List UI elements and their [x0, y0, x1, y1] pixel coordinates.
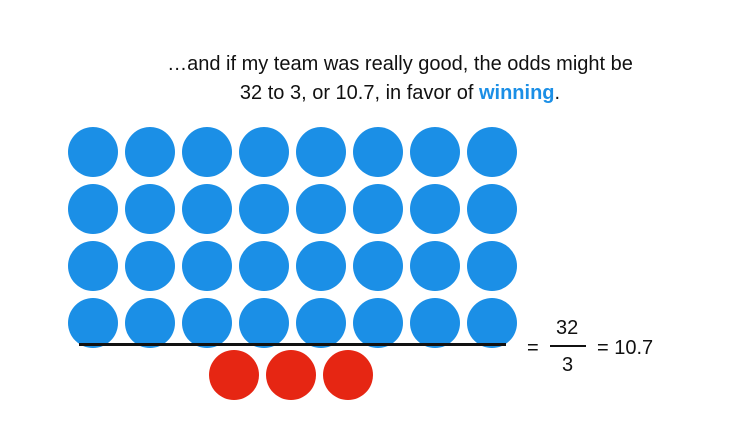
- caption-line-1: …and if my team was really good, the odd…: [167, 53, 633, 75]
- equals-sign: =: [527, 337, 539, 359]
- winning-dot: [182, 127, 232, 177]
- winning-dot: [410, 184, 460, 234]
- equation-result: = 10.7: [597, 337, 654, 359]
- winning-dot: [296, 241, 346, 291]
- winning-dot: [353, 298, 403, 348]
- winning-dot: [296, 184, 346, 234]
- winning-dot: [353, 184, 403, 234]
- fraction-bar: [550, 345, 586, 347]
- winning-dot: [68, 127, 118, 177]
- winning-dot: [353, 241, 403, 291]
- winning-dot: [239, 127, 289, 177]
- caption-line-2-prefix: 32 to 3, or 10.7, in favor of: [239, 82, 479, 104]
- winning-dot: [125, 298, 175, 348]
- fraction-numerator: 32: [556, 317, 579, 339]
- fraction-denominator: 3: [562, 354, 574, 376]
- winning-dot: [353, 127, 403, 177]
- winning-dot: [467, 298, 517, 348]
- winning-dot: [239, 298, 289, 348]
- winning-dot: [125, 241, 175, 291]
- caption-highlight-winning: winning: [478, 82, 555, 104]
- winning-dot: [68, 241, 118, 291]
- winning-dot: [239, 241, 289, 291]
- winning-dot: [410, 298, 460, 348]
- winning-dot: [68, 184, 118, 234]
- caption-line-2-suffix: .: [554, 82, 561, 104]
- losing-dot: [266, 350, 316, 400]
- winning-dot: [182, 241, 232, 291]
- losing-dot: [209, 350, 259, 400]
- winning-dot: [239, 184, 289, 234]
- winning-dot: [125, 184, 175, 234]
- caption-line-2: 32 to 3, or 10.7, in favor of winning.: [0, 79, 738, 108]
- winning-dot: [68, 298, 118, 348]
- winning-dot: [125, 127, 175, 177]
- winning-dot: [467, 127, 517, 177]
- winning-dot: [467, 241, 517, 291]
- winning-dot: [182, 298, 232, 348]
- caption: …and if my team was really good, the odd…: [0, 50, 738, 108]
- winning-dot: [182, 184, 232, 234]
- winning-dot: [410, 127, 460, 177]
- winning-dot: [467, 184, 517, 234]
- winning-dot: [296, 127, 346, 177]
- losing-dot: [323, 350, 373, 400]
- winning-dot: [410, 241, 460, 291]
- dividing-line: [79, 343, 506, 346]
- winning-dot: [296, 298, 346, 348]
